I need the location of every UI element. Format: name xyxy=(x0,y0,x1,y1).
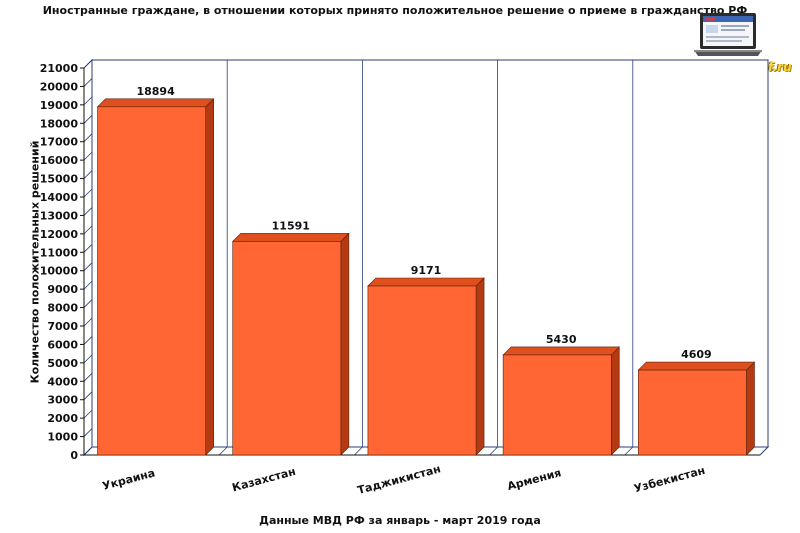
bar-side xyxy=(746,361,755,456)
bar-layer xyxy=(96,98,756,456)
y-tick-label: 6000 xyxy=(47,338,78,351)
gridline-side xyxy=(83,244,93,253)
y-tick-label: 18000 xyxy=(40,117,79,130)
laptop-logo-icon xyxy=(692,12,764,58)
x-tick-label: Казахстан xyxy=(231,465,297,494)
gridline-side xyxy=(83,409,93,419)
bar-top xyxy=(231,233,350,242)
gridline-side xyxy=(83,354,93,364)
gridline-side xyxy=(83,373,93,382)
data-label: 4609 xyxy=(681,348,712,361)
data-label-box xyxy=(270,218,311,233)
gridline-side xyxy=(83,280,93,290)
data-label: 9171 xyxy=(411,264,442,277)
x-tick-label: Узбекистан xyxy=(633,464,707,495)
gridline-floor xyxy=(624,446,634,456)
gridline-side xyxy=(83,446,93,456)
bar-side xyxy=(340,232,350,456)
y-tick-label: 0 xyxy=(70,449,78,462)
gridline-side xyxy=(83,133,93,142)
bar xyxy=(97,106,206,456)
y-tick-label: 17000 xyxy=(40,136,79,149)
y-tick-label: 9000 xyxy=(47,283,78,296)
gridline-side xyxy=(83,151,93,161)
data-label: 5430 xyxy=(546,333,577,346)
bar-top xyxy=(637,361,756,371)
bar-side xyxy=(205,98,214,456)
gridline-floor xyxy=(489,446,498,456)
bar-side xyxy=(610,346,620,456)
y-tick-label: 21000 xyxy=(40,62,79,75)
bar xyxy=(638,369,747,456)
gridline-side xyxy=(83,207,93,216)
bar xyxy=(502,354,612,456)
y-tick-label: 8000 xyxy=(47,302,78,315)
source-note: Данные МВД РФ за январь - март 2019 года xyxy=(259,514,541,527)
gridline-side xyxy=(83,59,93,69)
gridline-side xyxy=(83,225,93,235)
bar-top xyxy=(367,277,485,287)
data-label: 11591 xyxy=(272,219,310,232)
gridline-side xyxy=(83,428,93,437)
gridline-side xyxy=(83,317,93,327)
y-tick-label: 1000 xyxy=(47,431,78,444)
bar-side xyxy=(475,277,485,456)
y-tick-label: 12000 xyxy=(40,228,79,241)
y-tick-label: 11000 xyxy=(40,246,79,259)
y-tick-label: 20000 xyxy=(40,80,79,93)
x-tick-label: Украина xyxy=(101,466,157,493)
data-label-box xyxy=(541,331,582,346)
x-tick-label: Таджикистан xyxy=(356,462,442,497)
y-tick-label: 16000 xyxy=(40,154,79,167)
gridline-side xyxy=(83,299,93,308)
x-tick-label: Армения xyxy=(506,466,563,493)
y-tick-label: 15000 xyxy=(40,173,79,186)
data-label-box xyxy=(406,262,446,277)
y-tick-label: 7000 xyxy=(47,320,78,333)
bar xyxy=(232,241,342,456)
data-label-box xyxy=(135,83,176,98)
bar-top xyxy=(502,346,621,356)
data-label-box xyxy=(676,347,717,362)
chart-title: Иностранные граждане, в отношении которы… xyxy=(42,4,748,17)
gridline-side xyxy=(83,391,93,400)
y-tick-label: 13000 xyxy=(40,209,79,222)
y-tick-label: 3000 xyxy=(47,394,78,407)
y-tick-label: 5000 xyxy=(47,357,78,370)
gridline-floor xyxy=(354,446,363,456)
bar xyxy=(367,285,477,456)
data-label: 18894 xyxy=(136,85,175,98)
y-tick-label: 4000 xyxy=(47,375,78,388)
bar-top xyxy=(96,98,215,108)
gridline-floor xyxy=(218,446,228,456)
gridline-side xyxy=(83,188,93,198)
gridline-side xyxy=(83,78,93,87)
gridline-side xyxy=(83,115,93,124)
y-tick-label: 2000 xyxy=(47,412,78,425)
gridline-side xyxy=(83,170,93,179)
gridline-side xyxy=(83,336,93,345)
y-tick-label: 10000 xyxy=(40,265,79,278)
gridline-side xyxy=(83,96,93,106)
y-tick-label: 14000 xyxy=(40,191,79,204)
gridline-side xyxy=(83,262,93,271)
y-tick-label: 19000 xyxy=(40,99,79,112)
